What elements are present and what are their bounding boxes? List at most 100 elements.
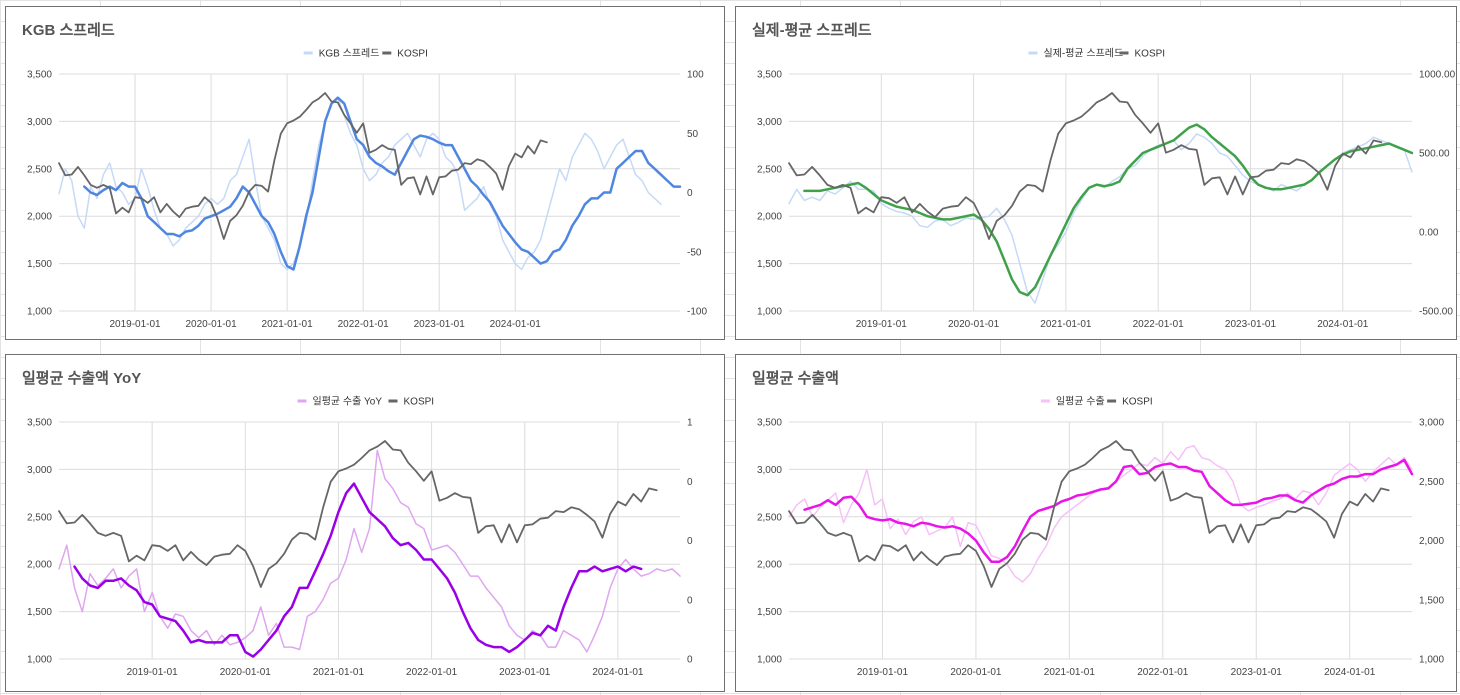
y-left-tick-label: 1,000 [27, 655, 52, 666]
legend: 일평균 수출 YoY KOSPI [297, 396, 435, 408]
x-tick-label: 2021-01-01 [313, 667, 365, 678]
x-tick-label: 2024-01-01 [490, 319, 542, 330]
y-left-tick-label: 3,000 [27, 465, 52, 476]
y-left-tick-label: 3,000 [757, 465, 782, 476]
x-tick-label: 2022-01-01 [1137, 667, 1189, 678]
series-line [788, 92, 1383, 240]
x-tick-label: 2019-01-01 [109, 319, 161, 330]
x-tick-label: 2019-01-01 [127, 667, 179, 678]
y-right-tick-label: 50 [687, 129, 699, 140]
x-tick-label: 2019-01-01 [856, 319, 908, 330]
legend: 실제-평균 스프레드 KOSPI [1028, 48, 1166, 60]
y-right-tick-label: 2,500 [1419, 477, 1444, 488]
y-right-tick-label: 1 [687, 418, 693, 429]
y-left-tick-label: 2,500 [757, 512, 782, 523]
chart-svg: 3,500 3,000 2,500 2,000 1,500 1,000 1 0 0 0 0 2019-… [27, 396, 693, 679]
chart-panel-daily-export: 일평균 수출액 3,500 3,000 2,500 2,000 1,500 1,000 3,… [735, 354, 1457, 692]
legend-label: KOSPI [1122, 397, 1153, 408]
chart-svg: 3,500 3,000 2,500 2,000 1,500 1,000 100 50 0 -50 -… [27, 48, 707, 331]
series-line [803, 458, 1414, 564]
y-left-tick-label: 3,500 [757, 418, 782, 429]
series-line [58, 449, 681, 653]
x-tick-label: 2020-01-01 [220, 667, 272, 678]
y-right-tick-label: 0 [687, 595, 693, 606]
chart-title: 일평균 수출액 YoY [22, 370, 142, 387]
legend-label: KOSPI [404, 397, 435, 408]
x-tick-label: 2024-01-01 [592, 667, 644, 678]
x-tick-label: 2023-01-01 [499, 667, 551, 678]
y-right-tick-label: -100 [687, 307, 707, 318]
y-left-tick-label: 2,000 [27, 560, 52, 571]
y-right-tick-label: 500.00 [1419, 149, 1450, 160]
y-left-tick-label: 1,000 [757, 655, 782, 666]
y-right-tick-label: 0 [687, 188, 693, 199]
legend-label: 일평균 수출 YoY [313, 396, 383, 408]
y-right-tick-label: 0.00 [1419, 228, 1439, 239]
x-tick-label: 2023-01-01 [1225, 319, 1277, 330]
series-line [58, 96, 662, 271]
y-left-tick-label: 3,000 [27, 117, 52, 128]
legend-label: KOSPI [397, 49, 428, 60]
x-tick-label: 2020-01-01 [950, 667, 1002, 678]
chart-title: KGB 스프레드 [22, 22, 115, 39]
chart-panel-export-yoy: 일평균 수출액 YoY 3,500 3,000 2,500 2,000 1,500 1,0… [5, 354, 725, 692]
x-tick-label: 2020-01-01 [186, 319, 238, 330]
x-tick-label: 2021-01-01 [262, 319, 314, 330]
y-left-tick-label: 2,000 [757, 560, 782, 571]
x-tick-label: 2022-01-01 [338, 319, 390, 330]
y-left-tick-label: 2,500 [757, 164, 782, 175]
y-right-tick-label: 3,000 [1419, 418, 1444, 429]
y-right-tick-label: 0 [687, 655, 693, 666]
series-line [58, 440, 658, 588]
x-tick-label: 2024-01-01 [1317, 319, 1369, 330]
y-right-tick-label: 1000.00 [1419, 70, 1456, 81]
y-right-tick-label: 0 [687, 477, 693, 488]
y-left-tick-label: 2,000 [27, 212, 52, 223]
y-left-tick-label: 3,500 [757, 70, 782, 81]
x-tick-label: 2022-01-01 [406, 667, 458, 678]
x-tick-label: 2024-01-01 [1324, 667, 1376, 678]
series-line [58, 92, 548, 240]
x-tick-label: 2023-01-01 [414, 319, 466, 330]
legend-label: KOSPI [1135, 49, 1166, 60]
y-left-tick-label: 1,000 [27, 307, 52, 318]
y-right-tick-label: 0 [687, 536, 693, 547]
chart-panel-kgb-spread: KGB 스프레드 3,500 3,000 2,500 2,000 1,500 1,000 1… [5, 6, 725, 340]
y-right-tick-label: -50 [687, 247, 702, 258]
x-tick-label: 2019-01-01 [857, 667, 909, 678]
y-left-tick-label: 1,500 [27, 607, 52, 618]
x-tick-label: 2021-01-01 [1044, 667, 1096, 678]
y-left-tick-label: 3,500 [27, 418, 52, 429]
y-left-tick-label: 2,500 [27, 164, 52, 175]
y-right-tick-label: 100 [687, 70, 704, 81]
y-left-tick-label: 1,500 [27, 259, 52, 270]
x-tick-label: 2022-01-01 [1133, 319, 1185, 330]
series-line [83, 96, 682, 271]
legend: KGB 스프레드 KOSPI [303, 48, 428, 60]
y-left-tick-label: 1,500 [757, 607, 782, 618]
x-tick-label: 2023-01-01 [1231, 667, 1283, 678]
y-left-tick-label: 1,500 [757, 259, 782, 270]
y-left-tick-label: 3,000 [757, 117, 782, 128]
y-left-tick-label: 3,500 [27, 70, 52, 81]
series-line [788, 440, 1390, 588]
x-tick-label: 2021-01-01 [1040, 319, 1092, 330]
y-left-tick-label: 1,000 [757, 307, 782, 318]
legend: 일평균 수출 KOSPI [1040, 396, 1153, 408]
y-left-tick-label: 2,000 [757, 212, 782, 223]
chart-svg: 3,500 3,000 2,500 2,000 1,500 1,000 3,000 2,500… [757, 396, 1444, 679]
chart-title: 일평균 수출액 [752, 370, 839, 387]
legend-label: KGB 스프레드 [319, 48, 380, 60]
series-line [803, 123, 1414, 297]
x-tick-label: 2020-01-01 [948, 319, 1000, 330]
y-right-tick-label: 1,000 [1419, 655, 1444, 666]
series-line [73, 482, 643, 658]
chart-panel-actual-avg-spread: 실제-평균 스프레드 3,500 3,000 2,500 2,000 1,500 1,00… [735, 6, 1457, 340]
y-right-tick-label: -500.00 [1419, 307, 1453, 318]
chart-svg: 3,500 3,000 2,500 2,000 1,500 1,000 1000.00 500… [757, 48, 1456, 331]
y-right-tick-label: 2,000 [1419, 536, 1444, 547]
series-line [788, 133, 1413, 304]
y-right-tick-label: 1,500 [1419, 595, 1444, 606]
chart-title: 실제-평균 스프레드 [752, 22, 872, 39]
y-left-tick-label: 2,500 [27, 512, 52, 523]
